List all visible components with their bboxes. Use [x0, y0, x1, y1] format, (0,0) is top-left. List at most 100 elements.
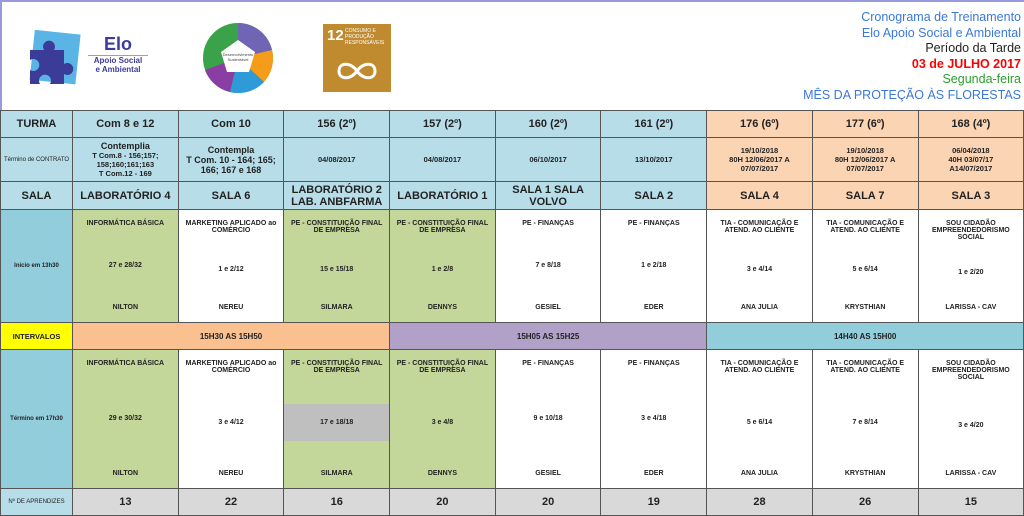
session-cell: INFORMÁTICA BÁSICA 27 e 28/32 NILTON: [72, 209, 179, 323]
contrato-line: 166; 167 e 168: [200, 164, 262, 175]
termino-row: Término em 17h30 INFORMÁTICA BÁSICA 29 e 3…: [0, 349, 1024, 489]
session-cell: TIA - COMUNICAÇÃO E ATEND. AO CLIENTE 7 e…: [811, 349, 919, 489]
session-teacher: SILMARA: [320, 470, 353, 477]
sala-cell: SALA 6: [177, 181, 285, 210]
turma-cell: 160 (2º): [494, 110, 602, 138]
session-subject: PE - CONSTITUIÇÃO FINAL DE EMPRESA: [291, 360, 383, 374]
row-label-intervalos: INTERVALOS: [0, 322, 73, 350]
sala-cell: SALA 4: [706, 181, 813, 210]
contrato-line: 158;160;161;163: [96, 160, 155, 169]
turma-cell: 157 (2º): [389, 110, 496, 138]
session-cell: SOU CIDADÃO EMPREENDEDORISMO SOCIAL 1 e 2…: [917, 209, 1024, 323]
session-lesson-count: 17 e 18/18: [284, 403, 389, 441]
turma-row: TURMA Com 8 e 12 Com 10 156 (2º) 157 (2º) 160…: [0, 110, 1024, 138]
session-subject: PE - FINANÇAS: [522, 360, 574, 367]
sala-row: SALA LABORATÓRIO 4 SALA 6 LABORATÓRIO 2 LAB…: [0, 181, 1024, 210]
elo-sub1: Apoio Social: [93, 56, 143, 65]
contrato-line: T Com. 10 - 164; 165;: [186, 154, 276, 165]
sala-cell: LABORATÓRIO 1: [389, 181, 496, 210]
session-teacher: NILTON: [112, 470, 139, 477]
contrato-cell: 04/08/2017: [283, 137, 391, 182]
session-teacher: GESIEL: [535, 304, 561, 311]
aprendizes-count: 22: [177, 488, 285, 516]
aprendizes-count: 26: [811, 488, 919, 516]
header-info: Cronograma de Treinamento Elo Apoio Soci…: [803, 10, 1021, 103]
aprendizes-count: 28: [706, 488, 813, 516]
elo-sub2: e Ambiental: [95, 65, 141, 74]
session-cell: PE - FINANÇAS 3 e 4/18 EDER: [600, 349, 708, 489]
session-cell: TIA - COMUNICAÇÃO E ATEND. AO CLIENTE 3 e…: [706, 209, 813, 323]
inicio-row: Início em 13h30 INFORMÁTICA BÁSICA 27 e 28…: [0, 209, 1024, 323]
session-lesson-count: 3 e 4/12: [218, 418, 244, 426]
session-subject: PE - CONSTITUIÇÃO FINAL DE EMPRESA: [396, 220, 489, 234]
aprendizes-count: 13: [72, 488, 179, 516]
session-subject: TIA - COMUNICAÇÃO E ATEND. AO CLIENTE: [826, 220, 905, 234]
contrato-cell: 19/10/2018 80H 12/06/2017 A 07/07/2017: [811, 137, 919, 182]
session-lesson-count: 7 e 8/14: [852, 418, 878, 426]
session-lesson-count: 15 e 15/18: [320, 265, 354, 273]
session-cell: PE - FINANÇAS 9 e 10/18 GESIEL: [494, 349, 602, 489]
schedule-table: TURMA Com 8 e 12 Com 10 156 (2º) 157 (2º) 160…: [0, 110, 1024, 516]
session-subject: SOU CIDADÃO EMPREENDEDORISMO SOCIAL: [931, 360, 1010, 381]
session-teacher: KRYSTHIAN: [844, 470, 886, 477]
contrato-line: T Com.12 - 169: [98, 169, 152, 178]
contrato-cell: 19/10/2018 80H 12/06/2017 A 07/07/2017: [706, 137, 813, 182]
contrato-line: 07/07/2017: [740, 164, 779, 173]
session-cell: MARKETING APLICADO ao COMÉRCIO 1 e 2/12 NE…: [177, 209, 285, 323]
elo-name: Elo: [88, 34, 148, 56]
contrato-line: 04/08/2017: [423, 155, 462, 164]
interval-cell: 15H30 AS 15H50: [71, 322, 391, 350]
session-teacher: KRYSTHIAN: [844, 304, 886, 311]
session-lesson-count: 3 e 4/14: [746, 265, 773, 273]
contrato-line: A14/07/2017: [949, 164, 993, 173]
contrato-line: 06/10/2017: [529, 155, 567, 164]
interval-cell: 14H40 AS 15H00: [706, 322, 1024, 350]
contrato-cell: Contempla T Com. 10 - 164; 165; 166; 167 e…: [177, 137, 285, 182]
sdg12-text: CONSUMO E PRODUÇÃO RESPONSÁVEIS: [345, 28, 385, 46]
contrato-line: 40H 03/07/17: [948, 155, 994, 164]
session-lesson-count: 5 e 6/14: [852, 265, 878, 273]
session-teacher: LARISSA - CAV: [945, 470, 997, 477]
session-subject: INFORMÁTICA BÁSICA: [86, 220, 165, 227]
aprendizes-row: Nº DE APRENDIZES 13 22 16 20 20 19 28 26 15: [0, 488, 1024, 516]
session-subject: PE - FINANÇAS: [522, 220, 574, 227]
contrato-line: 04/08/2017: [317, 155, 356, 164]
contrato-line: 07/07/2017: [846, 164, 884, 173]
session-subject: PE - FINANÇAS: [627, 360, 680, 367]
turma-cell: 176 (6º): [706, 110, 813, 138]
contrato-line: 80H 12/06/2017 A: [834, 155, 896, 164]
session-subject: TIA - COMUNICAÇÃO E ATEND. AO CLIENTE: [720, 220, 799, 234]
contrato-cell: 06/04/2018 40H 03/07/17 A14/07/2017: [917, 137, 1024, 182]
session-lesson-count: 1 e 2/20: [958, 269, 984, 276]
row-label-turma: TURMA: [0, 110, 73, 138]
turma-cell: 168 (4º): [917, 110, 1024, 138]
session-cell: PE - CONSTITUIÇÃO FINAL DE EMPRESA 3 e 4/…: [389, 349, 496, 489]
session-lesson-count: 7 e 8/18: [535, 262, 561, 269]
aprendizes-count: 19: [600, 488, 708, 516]
infinity-icon: [337, 62, 377, 80]
row-label-inicio-row: Início em 13h30: [0, 209, 73, 323]
aprendizes-count: 20: [389, 488, 496, 516]
contrato-cell: 13/10/2017: [600, 137, 708, 182]
turma-cell: 161 (2º): [600, 110, 708, 138]
ods-center-text: Desenvolvimento Sustentável: [222, 52, 254, 62]
sdg12-number: 12: [327, 27, 344, 44]
session-subject: PE - CONSTITUIÇÃO FINAL DE EMPRESA: [291, 220, 383, 234]
interval-cell: 15H05 AS 15H25: [389, 322, 708, 350]
intervalos-row: INTERVALOS 15H30 AS 15H50 15H05 AS 15H25 14…: [0, 322, 1024, 350]
session-subject: INFORMÁTICA BÁSICA: [86, 360, 165, 367]
session-lesson-count: 3 e 4/20: [958, 422, 984, 429]
session-teacher: ANA JULIA: [740, 304, 778, 311]
session-cell: TIA - COMUNICAÇÃO E ATEND. AO CLIENTE 5 e…: [706, 349, 813, 489]
session-teacher: NEREU: [218, 470, 244, 477]
turma-cell: Com 8 e 12: [72, 110, 179, 138]
session-subject: PE - FINANÇAS: [627, 220, 680, 227]
sala-cell: SALA 2: [600, 181, 708, 210]
contrato-line: 13/10/2017: [635, 155, 673, 164]
sala-cell: LABORATÓRIO 4: [72, 181, 179, 210]
title-line: Cronograma de Treinamento: [861, 10, 1021, 24]
session-subject: PE - CONSTITUIÇÃO FINAL DE EMPRESA: [396, 360, 489, 374]
session-lesson-count: 5 e 6/14: [746, 418, 773, 426]
session-cell: TIA - COMUNICAÇÃO E ATEND. AO CLIENTE 5 e…: [811, 209, 919, 323]
contrato-line: 19/10/2018: [740, 146, 779, 155]
